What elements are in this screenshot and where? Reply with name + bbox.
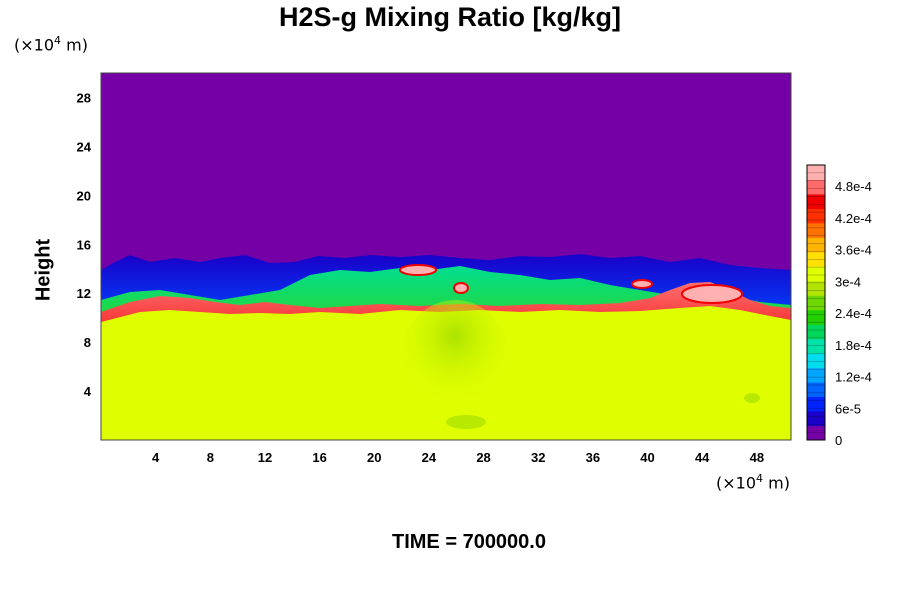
chart-title: H2S-g Mixing Ratio [kg/kg] (278, 2, 621, 32)
colorbar-swatch (807, 411, 825, 427)
colorbar-tick-label: 4.2e-4 (835, 211, 872, 226)
colorbar-swatch (807, 193, 825, 209)
speck-48 (744, 393, 760, 403)
y-tick-label: 12 (77, 286, 91, 301)
colorbar-swatch (807, 353, 825, 369)
x-tick-label: 4 (152, 450, 160, 465)
colorbar-swatch (807, 251, 825, 267)
x-tick-label: 40 (640, 450, 654, 465)
colorbar-swatch (807, 165, 825, 180)
x-tick-label: 8 (207, 450, 214, 465)
colorbar-tick-label: 6e-5 (835, 401, 861, 416)
y-tick-label: 20 (77, 188, 91, 203)
plot-frame (100, 72, 792, 441)
hot-spot-40 (631, 279, 653, 289)
colorbar-tick-label: 3e-4 (835, 274, 861, 289)
colorbar-swatch (807, 179, 825, 195)
colorbar-swatch (807, 266, 825, 282)
colorbar-tick-label: 1.8e-4 (835, 338, 872, 353)
colorbar-swatch (807, 338, 825, 354)
colorbar-swatch (807, 309, 825, 325)
hot-spot-27 (453, 282, 469, 294)
plume (400, 300, 510, 420)
y-tick-label: 28 (77, 90, 91, 105)
colorbar-tick-label: 1.2e-4 (835, 370, 872, 385)
hot-spot-24 (399, 264, 437, 276)
colorbar-swatch (807, 237, 825, 253)
x-axis-unit: (×104 m) (716, 472, 790, 493)
plume-base (446, 415, 486, 429)
x-tick-label: 44 (695, 450, 710, 465)
y-axis-unit: (×104 m) (14, 34, 88, 55)
colorbar-swatch (807, 396, 825, 412)
colorbar-swatch (807, 324, 825, 340)
y-tick-label: 4 (84, 384, 92, 399)
x-tick-label: 48 (750, 450, 764, 465)
colorbar-tick-label: 3.6e-4 (835, 243, 872, 258)
colorbar-tick-label: 4.8e-4 (835, 179, 872, 194)
colorbar-tick-label: 2.4e-4 (835, 306, 872, 321)
y-tick-label: 8 (84, 335, 91, 350)
y-axis-ticks: 4 8 12 16 20 24 28 (77, 90, 92, 399)
x-tick-label: 20 (367, 450, 381, 465)
hot-spot-44 (681, 284, 743, 304)
colorbar-swatch (807, 367, 825, 383)
colorbar-frame (806, 164, 826, 441)
x-tick-label: 12 (258, 450, 272, 465)
x-tick-label: 36 (586, 450, 600, 465)
colorbar-swatch (807, 425, 825, 441)
colorbar-swatch (807, 208, 825, 224)
colorbar-swatch (807, 382, 825, 398)
x-tick-label: 24 (422, 450, 437, 465)
x-tick-label: 28 (476, 450, 490, 465)
x-tick-label: 16 (312, 450, 326, 465)
colorbar: 0 6e-5 1.2e-4 1.8e-4 2.4e-4 3e-4 3.6e-4 4.2e-4 4… (806, 164, 872, 448)
y-tick-label: 16 (77, 237, 91, 252)
x-axis-ticks: 4 8 12 16 20 24 28 32 36 40 44 48 (152, 450, 764, 465)
colorbar-swatch (807, 280, 825, 296)
plot-area (101, 73, 791, 440)
colorbar-swatch (807, 222, 825, 238)
time-label: TIME = 700000.0 (392, 531, 546, 553)
y-tick-label: 24 (77, 139, 92, 154)
colorbar-swatch (807, 295, 825, 311)
colorbar-tick-label: 0 (835, 433, 842, 448)
x-tick-label: 32 (531, 450, 545, 465)
